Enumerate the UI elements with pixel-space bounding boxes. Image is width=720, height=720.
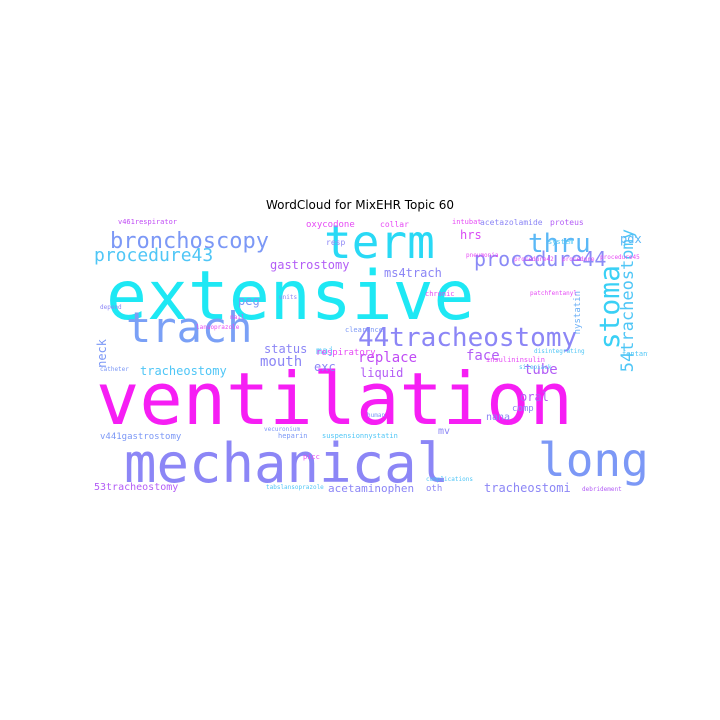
cloud-word-44tracheostomy: 44tracheostomy	[358, 323, 578, 353]
cloud-word-replace: replace	[358, 350, 418, 366]
cloud-word-nystatin: nystatin	[573, 291, 583, 335]
cloud-word-peg: peg	[238, 294, 260, 308]
cloud-word-fentanyl: fentanyl	[622, 350, 648, 358]
cloud-word-nana: nana	[486, 412, 511, 423]
cloud-word-long: long	[538, 433, 648, 487]
cloud-word-lansoprazole: lansoprazole	[196, 324, 240, 331]
word-cloud: extensive ventilation mechanical term long tr…	[92, 215, 648, 498]
cloud-word-v461respirator: v461respirator	[118, 218, 178, 226]
cloud-word-maj: maj	[316, 346, 335, 357]
cloud-word-acetazolamide: acetazolamide	[480, 218, 543, 227]
cloud-word-53tracheostomy: 53tracheostomy	[94, 482, 179, 493]
cloud-word-mechanical: mechanical	[124, 432, 450, 495]
cloud-word-extensive: extensive	[106, 257, 475, 336]
cloud-word-units: units	[279, 294, 298, 301]
cloud-word-collar: collar	[380, 220, 409, 229]
cloud-word-oral: oral	[520, 390, 549, 404]
cloud-word-procedure45: procedure45	[600, 254, 640, 261]
cloud-word-chronic: chronic	[425, 290, 455, 298]
cloud-word-trach: trach	[126, 303, 253, 352]
cloud-word-oxycodone: oxycodone	[306, 220, 355, 230]
cloud-word-clearance: clearance	[345, 326, 383, 334]
cloud-word-insulininsulin: insulininsulin	[486, 356, 546, 364]
cloud-word-suspensionnystatin: suspensionnystatin	[322, 432, 398, 440]
cloud-word-tube: tube	[524, 362, 558, 378]
cloud-word-v441gastrostomy: v441gastrostomy	[100, 432, 182, 442]
cloud-word-heparin: heparin	[278, 432, 308, 440]
cloud-word-mv: mv	[438, 426, 451, 437]
cloud-word-acetaminophen: acetaminophen	[328, 482, 415, 495]
cloud-word-proteus: proteus	[550, 218, 584, 227]
cloud-word-complications: complications	[426, 476, 473, 483]
cloud-word-procedure: procedure	[562, 256, 595, 263]
cloud-word-procedure44: procedure44	[474, 247, 607, 271]
cloud-word-system: system	[548, 238, 574, 246]
cloud-word-status: status	[264, 342, 308, 356]
cloud-word-exc: exc	[314, 360, 336, 374]
cloud-word-depend: depend	[100, 304, 122, 311]
cloud-word-comp: comp	[512, 404, 534, 414]
cloud-word-liquid: liquid	[360, 366, 404, 380]
cloud-word-catheter: catheter	[100, 366, 129, 373]
cloud-word-bronchoscopy: bronchoscopy	[110, 229, 269, 254]
cloud-word-patchfentanyl: patchfentanyl	[530, 290, 577, 297]
cloud-word-procedure42: procedure42	[514, 256, 554, 263]
cloud-word-disintegrating: disintegrating	[534, 348, 585, 355]
cloud-word-tabslansoprazole: tabslansoprazole	[266, 484, 324, 491]
cloud-word-mouth: mouth	[260, 354, 303, 370]
cloud-word-picc: picc	[303, 453, 320, 461]
cloud-word-resp: resp	[326, 238, 346, 247]
cloud-word-thru: thru	[528, 229, 591, 259]
cloud-word-human: human	[367, 412, 386, 419]
cloud-word-nail: nail	[230, 314, 245, 321]
cloud-word-ms4trach: ms4trach	[384, 266, 442, 280]
cloud-word-oth: oth	[426, 484, 443, 494]
cloud-word-respiratory: respiratory	[316, 348, 376, 358]
cloud-word-neck: neck	[95, 339, 109, 368]
cloud-word-tracheostomi: tracheostomi	[484, 481, 571, 495]
cloud-word-procedure43: procedure43	[94, 245, 214, 266]
cloud-word-sitepiack: sitepiack	[519, 364, 552, 371]
cloud-word-pdx: pdx	[620, 232, 642, 246]
cloud-word-debridement: debridement	[582, 486, 622, 493]
cloud-word-intubat: intubat	[452, 218, 482, 226]
cloud-word-vecuronium: vecuronium	[264, 426, 301, 433]
cloud-word-pneumonia: pneumonia	[466, 252, 499, 259]
cloud-word-hrs: hrs	[460, 228, 482, 242]
cloud-word-term: term	[324, 215, 435, 269]
chart-title: WordCloud for MixEHR Topic 60	[265, 198, 455, 212]
cloud-word-ventilation: ventilation	[96, 357, 573, 441]
cloud-word-tracheostomy: tracheostomy	[140, 364, 227, 378]
cloud-word-face: face	[466, 348, 500, 364]
cloud-word-gastrostomy: gastrostomy	[270, 258, 350, 272]
